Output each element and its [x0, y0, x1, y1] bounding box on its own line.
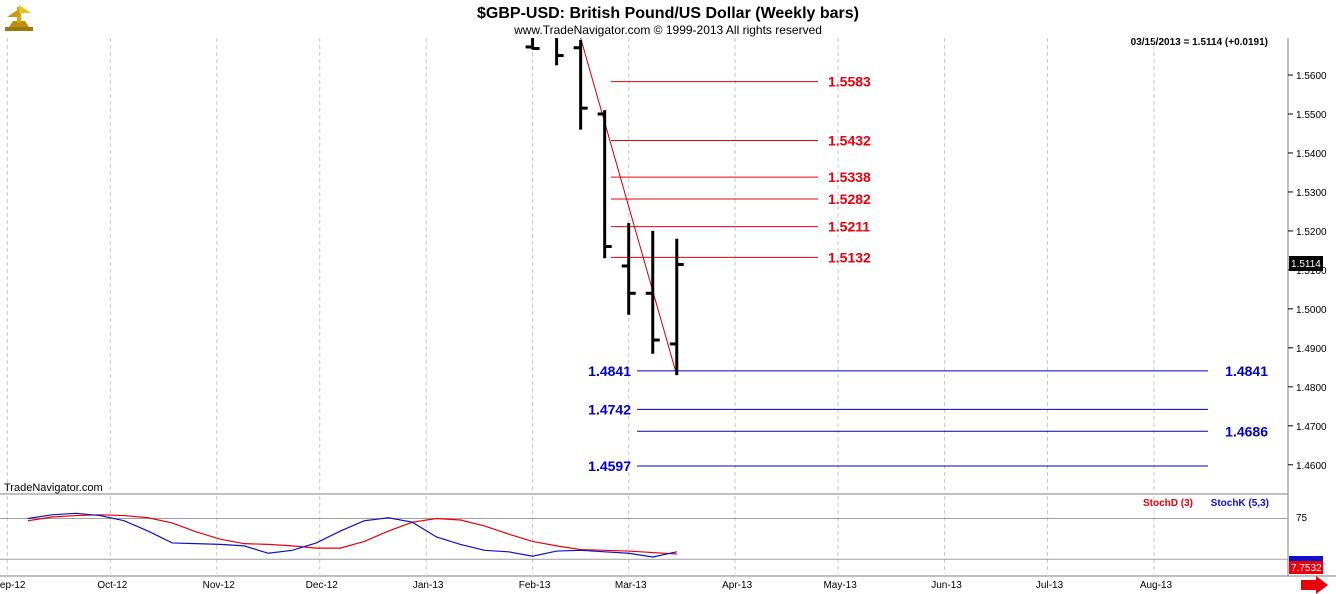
- x-tick-label: Jul-13: [1036, 580, 1064, 591]
- fib-level-label-blue: 1.4841: [1225, 363, 1268, 379]
- y-tick-label: 1.4900: [1296, 344, 1327, 355]
- x-tick-label: Sep-12: [0, 580, 26, 591]
- y-tick-label: 1.5500: [1296, 110, 1327, 121]
- price-axis: 1.5600 1.5500 1.5400 1.5300 1.5200 1.5100 1.50…: [1288, 71, 1327, 472]
- stochd-line: [27, 514, 677, 555]
- stochk-line: [27, 512, 677, 558]
- fib-level-label-blue: 1.4686: [1225, 423, 1268, 439]
- y-tick-label: 1.5100: [1296, 266, 1327, 277]
- stochk-legend-label: StochK (5,3): [1211, 498, 1269, 509]
- stoch-badge-value: 7.7532: [1291, 563, 1322, 574]
- y-tick-label: 1.5400: [1296, 149, 1327, 160]
- x-tick-label: Oct-12: [97, 580, 127, 591]
- y-tick-label: 1.5000: [1296, 305, 1327, 316]
- fib-level-label-red: 1.5132: [828, 249, 871, 265]
- time-axis: Sep-12 Oct-12 Nov-12 Dec-12 Jan-13 Feb-13 Mar-…: [0, 580, 1173, 591]
- trend-line: [580, 37, 678, 376]
- x-tick-label: May-13: [823, 580, 857, 591]
- fib-level-label-blue: 1.4597: [588, 458, 631, 474]
- stochd-legend-label: StochD (3): [1143, 498, 1193, 509]
- stochastic-panel: [0, 512, 1288, 560]
- x-tick-label: Mar-13: [615, 580, 647, 591]
- current-price-badge-label: 1.5114: [1291, 259, 1321, 270]
- stoch-current-badge: 7.7532: [1289, 556, 1323, 574]
- y-tick-label: 1.4600: [1296, 461, 1327, 472]
- fib-level-label-blue: 1.4841: [588, 363, 631, 379]
- scroll-right-arrow-icon[interactable]: [1301, 576, 1328, 594]
- chart-title: $GBP-USD: British Pound/US Dollar (Weekl…: [477, 5, 859, 22]
- stoch-level-label: 75: [1296, 513, 1308, 524]
- last-price-info: 03/15/2013 = 1.5114 (+0.0191): [1131, 37, 1268, 48]
- fib-level-label-red: 1.5282: [828, 191, 871, 207]
- y-tick-label: 1.4800: [1296, 383, 1327, 394]
- y-tick-label: 1.5200: [1296, 227, 1327, 238]
- x-tick-label: Aug-13: [1140, 580, 1173, 591]
- ohlc-bars: [525, 38, 684, 376]
- y-tick-label: 1.5300: [1296, 188, 1327, 199]
- x-tick-label: Nov-12: [203, 580, 236, 591]
- x-tick-label: Jan-13: [413, 580, 444, 591]
- x-tick-label: Apr-13: [722, 580, 752, 591]
- current-price-badge: 1.5114: [1289, 256, 1323, 271]
- trend-line-layer: [580, 37, 678, 376]
- copyright-text: www.TradeNavigator.com © 1999-2013 All r…: [513, 23, 822, 37]
- watermark-text: TradeNavigator.com: [4, 482, 103, 494]
- x-tick-label: Dec-12: [306, 580, 339, 591]
- fibonacci-levels: 1.5583 1.5432 1.5338 1.5282 1.5211 1.5132 1.48…: [588, 74, 1268, 474]
- fib-level-label-red: 1.5338: [828, 169, 871, 185]
- x-tick-label: Feb-13: [519, 580, 551, 591]
- trade-navigator-logo-icon[interactable]: [5, 5, 33, 31]
- y-tick-label: 1.5600: [1296, 71, 1327, 82]
- fib-level-label-red: 1.5432: [828, 133, 871, 149]
- fib-level-label-blue: 1.4742: [588, 401, 631, 417]
- x-tick-label: Jun-13: [931, 580, 962, 591]
- y-tick-label: 1.4700: [1296, 422, 1327, 433]
- fib-level-label-red: 1.5211: [828, 219, 870, 235]
- fib-level-label-red: 1.5583: [828, 74, 871, 90]
